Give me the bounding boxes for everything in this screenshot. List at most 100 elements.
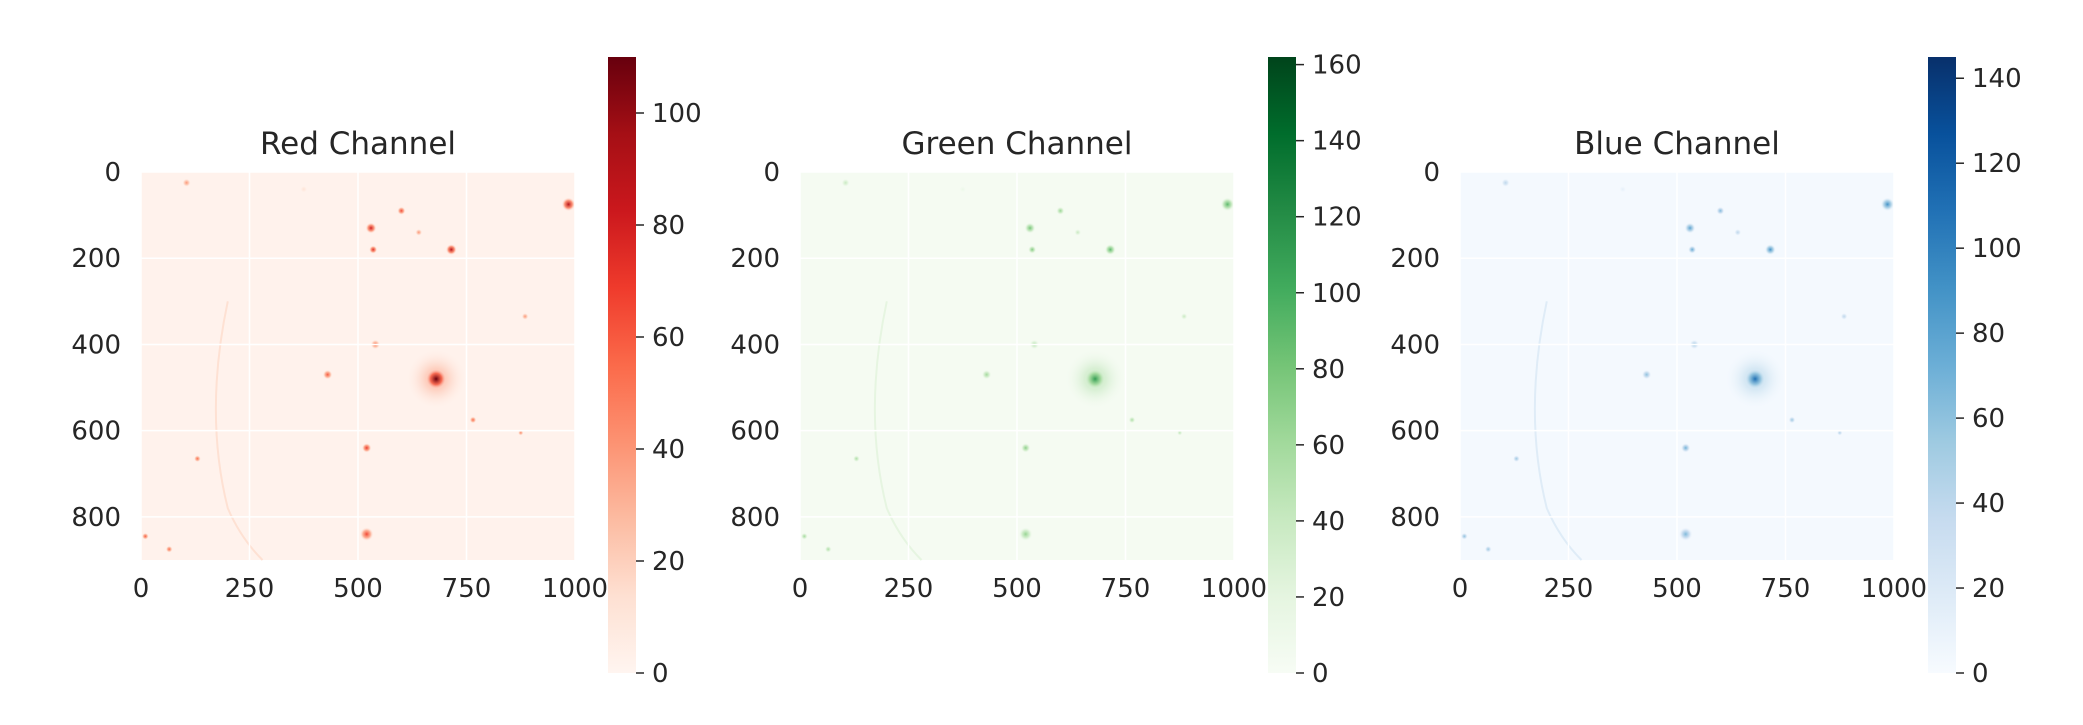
point-source: [1619, 185, 1627, 193]
point-source: [397, 206, 406, 215]
point-source: [165, 545, 173, 553]
point-source: [517, 430, 524, 436]
point-source: [369, 245, 378, 254]
point-source: [361, 443, 372, 453]
x-tick-label: 750: [1761, 574, 1811, 604]
colorbar-tick-label: 60: [1972, 404, 2005, 434]
y-tick-label: 800: [1390, 503, 1440, 533]
point-source: [1678, 527, 1693, 542]
point-source: [1020, 443, 1031, 453]
point-source: [1788, 416, 1796, 424]
y-tick-label: 0: [763, 158, 780, 188]
point-source: [1836, 430, 1843, 436]
y-tick-label: 0: [104, 158, 121, 188]
point-source: [1028, 245, 1037, 254]
point-source: [1641, 369, 1652, 380]
point-source: [959, 185, 967, 193]
point-source: [521, 312, 529, 320]
y-tick-label: 200: [730, 244, 780, 274]
point-source: [1180, 312, 1188, 320]
x-tick-label: 250: [884, 574, 934, 604]
point-source: [1104, 244, 1116, 256]
colorbar-tick-label: 140: [1312, 127, 1362, 157]
colorbar-tick-label: 0: [1972, 659, 1989, 689]
x-tick-label: 500: [992, 574, 1042, 604]
point-source: [1074, 228, 1082, 236]
colorbar-tick-label: 100: [652, 99, 702, 129]
colorbar-tick-label: 140: [1972, 64, 2022, 94]
point-source: [1688, 245, 1697, 254]
point-source: [193, 455, 201, 463]
colorbar-tick-label: 20: [652, 547, 685, 577]
y-tick-label: 400: [1390, 330, 1440, 360]
point-source: [1734, 228, 1742, 236]
point-source: [182, 178, 191, 187]
green-channel-title: Green Channel: [901, 126, 1132, 162]
point-source: [1084, 368, 1106, 390]
point-source: [1684, 222, 1696, 234]
y-tick-label: 800: [730, 503, 780, 533]
point-source: [1128, 416, 1136, 424]
colorbar-tick-label: 60: [1312, 431, 1345, 461]
point-source: [1512, 455, 1520, 463]
blue-channel-title: Blue Channel: [1574, 126, 1780, 162]
point-source: [1484, 545, 1492, 553]
point-source: [425, 368, 447, 390]
y-tick-label: 800: [71, 503, 121, 533]
point-source: [365, 222, 377, 234]
x-tick-label: 1000: [1861, 574, 1927, 604]
y-tick-label: 600: [71, 417, 121, 447]
point-source: [300, 185, 308, 193]
colorbar-tick-label: 100: [1312, 279, 1362, 309]
x-tick-label: 0: [133, 574, 150, 604]
point-source: [141, 532, 149, 540]
point-source: [824, 545, 832, 553]
point-source: [1764, 244, 1776, 256]
colorbar-tick-label: 80: [1312, 355, 1345, 385]
point-source: [852, 455, 860, 463]
colorbar-tick-label: 20: [1972, 574, 2005, 604]
colorbar-tick-label: 20: [1312, 583, 1345, 613]
point-source: [1501, 178, 1510, 187]
arc-feature: [214, 301, 264, 561]
point-source: [1680, 443, 1691, 453]
point-source: [1024, 222, 1036, 234]
red-channel-panel: Red Channel 0 250 500 750 1000 0 200 400 600 800 0 2…: [71, 57, 702, 689]
point-source: [322, 369, 333, 380]
point-source: [1220, 197, 1235, 212]
red-channel-title: Red Channel: [260, 126, 456, 162]
point-source: [800, 532, 808, 540]
point-source: [1880, 197, 1895, 212]
arc-feature: [1533, 301, 1583, 561]
point-source: [1840, 312, 1848, 320]
point-source: [1056, 206, 1065, 215]
colorbar-tick-label: 100: [1972, 234, 2022, 264]
colorbar-tick-label: 120: [1972, 149, 2022, 179]
point-source: [561, 197, 576, 212]
colorbar-tick-label: 40: [1972, 489, 2005, 519]
colorbar-tick-label: 60: [652, 323, 685, 353]
green-colorbar: [1268, 57, 1296, 673]
point-source: [981, 369, 992, 380]
arc-feature: [873, 301, 923, 561]
x-tick-label: 250: [1544, 574, 1594, 604]
colorbar-tick-label: 0: [1312, 659, 1329, 689]
y-tick-label: 200: [1390, 244, 1440, 274]
x-tick-label: 1000: [1201, 574, 1267, 604]
x-tick-label: 0: [1452, 574, 1469, 604]
colorbar-tick-label: 160: [1312, 51, 1362, 81]
colorbar-tick-label: 0: [652, 659, 669, 689]
point-source: [415, 228, 423, 236]
x-tick-label: 750: [1101, 574, 1151, 604]
x-tick-label: 500: [333, 574, 383, 604]
blue-colorbar: [1928, 57, 1956, 673]
x-tick-label: 750: [442, 574, 492, 604]
point-source: [1176, 430, 1183, 436]
x-tick-label: 500: [1652, 574, 1702, 604]
y-tick-label: 400: [71, 330, 121, 360]
y-tick-label: 600: [1390, 417, 1440, 447]
point-source: [1460, 532, 1468, 540]
colorbar-tick-label: 80: [1972, 319, 2005, 349]
point-source: [1744, 368, 1766, 390]
